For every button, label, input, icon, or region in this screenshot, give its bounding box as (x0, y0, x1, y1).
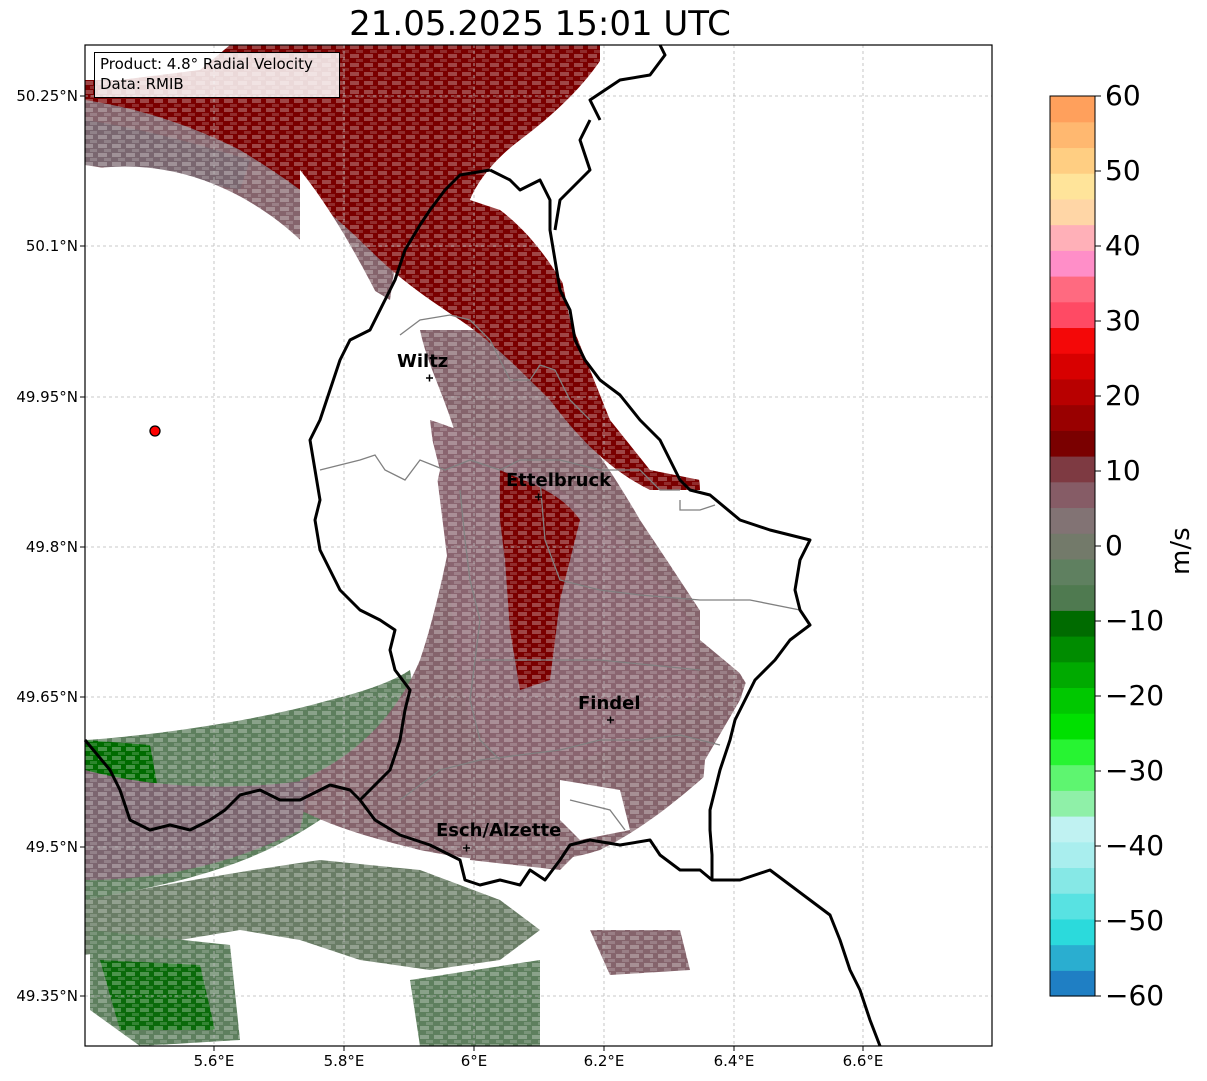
map-frame (84, 44, 993, 1047)
colorbar-segment (1050, 430, 1095, 457)
map-title: 21.05.2025 15:01 UTC (349, 4, 731, 44)
lon-label: 6.2°E (583, 1052, 625, 1070)
district-boundaries (319, 314, 801, 831)
colorbar-segment (1050, 687, 1095, 714)
colorbar-tick-label: 10 (1105, 454, 1141, 487)
lat-label: 50.25°N (16, 87, 78, 105)
colorbar-tick-label: −40 (1105, 829, 1165, 862)
colorbar-ticks (1095, 95, 1101, 997)
national-borders (83, 44, 882, 1047)
colorbar-segment (1050, 713, 1095, 740)
colorbar-tick-label: 0 (1105, 529, 1123, 562)
colorbar-tick-label: −30 (1105, 754, 1165, 787)
lat-label: 49.5°N (25, 838, 78, 856)
colorbar-segment (1050, 584, 1095, 611)
colorbar-segment (1050, 738, 1095, 766)
colorbar-segment (1050, 456, 1095, 483)
colorbar-segment (1050, 816, 1095, 843)
colorbar-tick-label: 40 (1105, 229, 1141, 262)
colorbar-segment (1050, 841, 1095, 869)
colorbar-segment (1050, 918, 1095, 946)
lat-label: 49.65°N (16, 688, 78, 706)
colorbar-segment (1050, 558, 1095, 586)
product-label: Product: 4.8° Radial Velocity (100, 55, 313, 73)
colorbar-segment (1050, 250, 1095, 277)
colorbar-segment (1050, 481, 1095, 509)
lat-label: 50.1°N (25, 237, 78, 255)
colorbar-tick-label: 30 (1105, 304, 1141, 337)
colorbar-segment (1050, 610, 1095, 637)
colorbar-segment (1050, 173, 1095, 200)
colorbar-label: m/s (1166, 527, 1196, 575)
colorbar-segment (1050, 353, 1095, 380)
axis-ticks (80, 95, 864, 1051)
radar-site-marker (149, 425, 161, 437)
city-markers (426, 374, 614, 852)
city-label-wiltz: Wiltz (397, 351, 449, 372)
lat-label: 49.8°N (25, 538, 78, 556)
colorbar-segment (1050, 893, 1095, 920)
lon-label: 6.4°E (713, 1052, 755, 1070)
colorbar-segment (1050, 301, 1095, 329)
colorbar-segment (1050, 147, 1095, 174)
colorbar-tick-label: 20 (1105, 379, 1141, 412)
colorbar-segment (1050, 636, 1095, 663)
colorbar-segment (1050, 327, 1095, 354)
colorbar-tick-label: −10 (1105, 604, 1165, 637)
city-label-esch-alzette: Esch/Alzette (436, 820, 562, 841)
colorbar-segment (1050, 970, 1095, 997)
colorbar-segment (1050, 944, 1095, 971)
city-label-ettelbruck: Ettelbruck (506, 470, 612, 491)
colorbar-segment (1050, 790, 1095, 817)
lon-label: 5.8°E (323, 1052, 365, 1070)
colorbar-tick-label: −20 (1105, 679, 1165, 712)
lon-label: 5.6°E (193, 1052, 235, 1070)
colorbar-tick-label: 50 (1105, 154, 1141, 187)
colorbar-tick-label: 60 (1105, 79, 1141, 112)
colorbar-segment (1050, 533, 1095, 560)
velocity-layer (85, 45, 992, 1046)
colorbar-segment (1050, 764, 1095, 791)
colorbar-segment (1050, 121, 1095, 149)
colorbar (1050, 96, 1095, 997)
colorbar-segment (1050, 507, 1095, 534)
info-box: Product: 4.8° Radial Velocity Data: RMIB (94, 52, 340, 98)
colorbar-segment (1050, 276, 1095, 303)
colorbar-segment (1050, 404, 1095, 431)
colorbar-segment (1050, 96, 1095, 123)
colorbar-segment (1050, 198, 1095, 226)
city-label-findel: Findel (578, 693, 641, 714)
colorbar-segment (1050, 661, 1095, 689)
colorbar-segment (1050, 224, 1095, 251)
lat-label: 49.95°N (16, 388, 78, 406)
lat-label: 49.35°N (16, 987, 78, 1005)
data-source-label: Data: RMIB (100, 75, 184, 93)
colorbar-segment (1050, 378, 1095, 406)
colorbar-segment (1050, 867, 1095, 894)
lon-label: 6.6°E (842, 1052, 884, 1070)
colorbar-tick-label: −60 (1105, 979, 1165, 1012)
lon-label: 6°E (460, 1052, 488, 1070)
colorbar-tick-label: −50 (1105, 904, 1165, 937)
